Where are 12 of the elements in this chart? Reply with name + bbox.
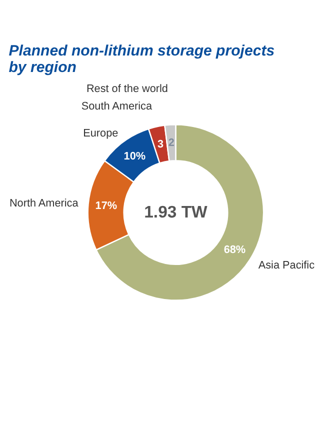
data-label: 68% bbox=[224, 244, 246, 256]
text: 1.93 TW bbox=[144, 202, 208, 222]
data-label: 2 bbox=[168, 137, 174, 150]
data-label: 17% bbox=[95, 200, 118, 212]
chart-title: Planned non-lithium storage projects by region bbox=[8, 42, 275, 76]
data-label: 3 bbox=[157, 138, 164, 151]
slice-label: Europe bbox=[83, 128, 118, 140]
data-label: 10% bbox=[124, 150, 146, 162]
slice-label: Rest of the world bbox=[86, 83, 168, 96]
slice-label: South America bbox=[81, 100, 153, 113]
slice-label: Asia Pacific bbox=[258, 259, 316, 272]
slice-label: North America bbox=[9, 198, 80, 210]
